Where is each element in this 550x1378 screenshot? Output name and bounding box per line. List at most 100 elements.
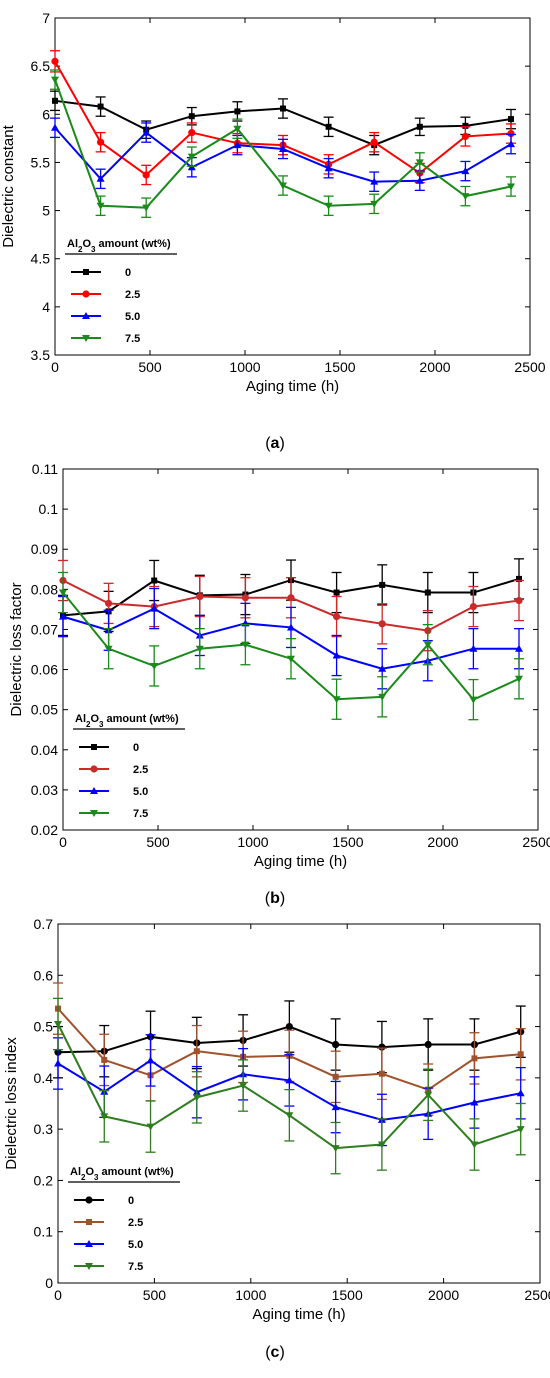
legend-entry-label: 7.5 — [125, 333, 140, 345]
legend-swatch-marker — [83, 269, 89, 275]
data-point — [415, 159, 424, 167]
x-axis-label: Aging time (h) — [254, 853, 347, 870]
data-point — [515, 675, 523, 683]
x-tick-label: 2500 — [524, 1287, 550, 1303]
legend-entry-label: 7.5 — [133, 808, 148, 820]
data-point — [508, 116, 514, 123]
data-point — [515, 644, 523, 652]
data-point — [239, 1082, 248, 1090]
legend-swatch-marker — [91, 744, 97, 750]
x-axis-label: Aging time (h) — [252, 1306, 345, 1323]
plot-frame — [54, 17, 531, 356]
legend-swatch-marker — [90, 810, 98, 817]
legend-entry-label: 7.5 — [128, 1261, 143, 1273]
panel-c: 0 500 1000 1500 2000 2500 0 0.1 0.2 0.3 0.4 0.5 0.6 0… — [3, 916, 550, 1361]
y-tick-label: 0.09 — [31, 541, 58, 557]
data-point — [424, 1040, 432, 1049]
y-tick-label: 6 — [42, 106, 50, 122]
data-point — [332, 1040, 340, 1049]
data-point — [187, 153, 196, 161]
data-point — [188, 113, 195, 120]
y-tick-label: 0.08 — [31, 581, 58, 597]
data-point — [188, 128, 196, 137]
data-point — [51, 76, 59, 84]
data-point — [54, 1059, 62, 1067]
y-tick-label: 5 — [42, 203, 50, 219]
data-point — [97, 103, 104, 110]
y-tick-label: 0.5 — [34, 1019, 54, 1035]
data-point — [471, 1055, 478, 1062]
data-point — [97, 138, 105, 146]
x-tick-label: 500 — [146, 834, 170, 850]
data-point — [461, 167, 470, 175]
legend-entry-label: 0 — [125, 267, 131, 279]
data-point — [51, 123, 59, 131]
data-point — [517, 1051, 524, 1058]
y-tick-label: 0 — [45, 1275, 53, 1291]
legend-swatch-marker — [82, 290, 90, 298]
series-7_5 — [58, 571, 524, 721]
panel-caption: (a) — [265, 435, 285, 452]
data-point — [461, 132, 469, 141]
x-tick-label: 1000 — [235, 1287, 266, 1303]
data-point — [279, 182, 287, 190]
x-tick-label: 2000 — [427, 834, 458, 850]
data-point — [59, 612, 67, 620]
y-tick-label: 0.3 — [34, 1121, 54, 1137]
data-point — [331, 1145, 340, 1153]
data-point — [370, 177, 379, 185]
legend-swatch-marker — [85, 1196, 93, 1204]
data-point — [104, 645, 113, 653]
data-point — [378, 664, 387, 672]
series-5_0 — [50, 117, 516, 192]
x-axis-label: Aging time (h) — [246, 378, 339, 395]
legend-entry-label: 5.0 — [133, 786, 148, 798]
x-tick-label: 0 — [54, 1287, 62, 1303]
data-point — [470, 1098, 479, 1106]
data-point — [424, 589, 431, 596]
data-point — [378, 620, 386, 628]
x-tick-label: 2000 — [428, 1287, 459, 1303]
data-point — [52, 97, 58, 104]
y-tick-label: 3.5 — [31, 347, 51, 363]
data-point — [279, 144, 287, 152]
y-tick-label: 0.05 — [31, 702, 58, 718]
data-point — [469, 696, 478, 704]
legend-swatch-marker — [85, 1263, 93, 1270]
data-point — [193, 1048, 200, 1055]
data-point — [151, 577, 158, 584]
x-tick-label: 500 — [143, 1287, 167, 1303]
x-tick-label: 1500 — [332, 1287, 363, 1303]
data-point — [324, 164, 333, 172]
data-point — [196, 592, 204, 601]
data-point — [333, 613, 341, 621]
legend: Al2O3 amount (wt%) 0 2.5 5.0 7.5 — [68, 1166, 180, 1273]
y-axis-label: Dielectric loss factor — [8, 582, 25, 716]
x-tick-label: 1000 — [237, 834, 268, 850]
y-tick-label: 4 — [42, 299, 50, 315]
legend-swatch-marker — [90, 765, 98, 773]
panel-caption: (c) — [265, 1344, 285, 1361]
legend-swatch-marker — [85, 1240, 93, 1247]
x-tick-label: 2000 — [419, 359, 450, 375]
data-point — [233, 141, 242, 149]
data-point — [59, 589, 67, 597]
data-point — [241, 594, 249, 602]
legend-swatch-marker — [90, 787, 98, 794]
plot-frame — [57, 923, 541, 1284]
y-tick-label: 5.5 — [31, 154, 51, 170]
panel-caption: (b) — [265, 890, 285, 907]
y-axis-label: Dielectric constant — [0, 124, 17, 247]
data-point — [233, 125, 242, 133]
data-point — [331, 1103, 340, 1111]
data-point — [370, 200, 379, 208]
x-tick-label: 0 — [59, 834, 67, 850]
data-point — [101, 1056, 108, 1063]
y-tick-label: 0.11 — [32, 461, 58, 477]
x-tick-label: 1500 — [324, 359, 355, 375]
data-point — [142, 128, 151, 136]
data-point — [287, 655, 295, 663]
data-point — [507, 140, 515, 148]
